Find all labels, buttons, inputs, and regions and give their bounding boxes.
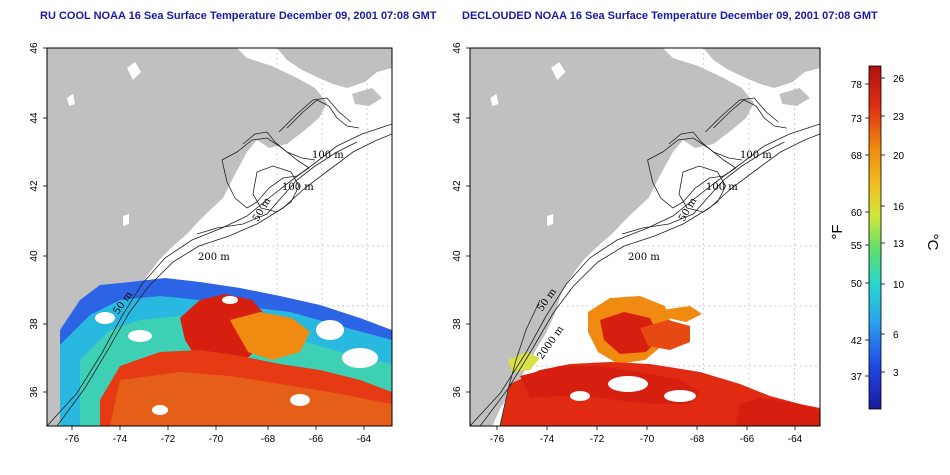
y-tick-label: 44	[452, 112, 463, 124]
fahrenheit-tick-label: 37	[851, 372, 863, 383]
y-tick-label: 38	[29, 318, 40, 330]
x-tick-label: -74	[540, 434, 555, 445]
y-tick-label: 42	[452, 180, 463, 192]
celsius-unit-label: °C	[924, 234, 941, 251]
x-tick-label: -74	[113, 434, 128, 445]
y-tick-label: 42	[29, 180, 40, 192]
x-tick-label: -76	[65, 434, 80, 445]
celsius-tick-label: 6	[893, 330, 899, 341]
fahrenheit-tick-label: 78	[851, 80, 863, 91]
celsius-tick-label: 16	[893, 202, 905, 213]
x-tick-label: -72	[161, 434, 176, 445]
right-axes: -76 -74 -72 -70 -68 -66 -64 46 44 42 40 38 36	[452, 42, 803, 445]
celsius-tick-label: 23	[893, 112, 905, 123]
x-tick-label: -70	[209, 434, 224, 445]
left-map-panel: 100 m 100 m 50 m 200 m 50 m	[46, 47, 393, 427]
x-tick-label: -70	[640, 434, 655, 445]
y-tick-label: 40	[452, 250, 463, 262]
fahrenheit-tick-label: 50	[851, 279, 863, 290]
fahrenheit-tick-label: 68	[851, 151, 863, 162]
y-tick-label: 36	[452, 386, 463, 398]
x-tick-label: -64	[788, 434, 803, 445]
fahrenheit-tick-label: 42	[851, 336, 863, 347]
contour-label: 100 m	[282, 182, 314, 193]
celsius-tick-label: 10	[893, 280, 905, 291]
y-tick-label: 38	[452, 318, 463, 330]
x-tick-label: -66	[309, 434, 324, 445]
contour-label: 200 m	[198, 252, 230, 263]
x-tick-label: -68	[261, 434, 276, 445]
fahrenheit-tick-label: 60	[851, 208, 863, 219]
left-axes: -76 -74 -72 -70 -68 -66 -64 46 44 42 40 38 36	[29, 42, 372, 445]
contour-label: 100 m	[740, 150, 772, 161]
y-tick-label: 46	[452, 42, 463, 54]
y-tick-label: 44	[29, 112, 40, 124]
fahrenheit-tick-label: 73	[851, 114, 863, 125]
y-tick-label: 36	[29, 386, 40, 398]
celsius-tick-label: 13	[893, 239, 905, 250]
sst-left-warm-region	[100, 294, 392, 426]
colorbar: 78 73 68 60 55 50 42 37 26 23 20 16 13 10 6 3 °F °C	[829, 65, 941, 410]
panel-right-title: DECLOUDED NOAA 16 Sea Surface Temperatur…	[462, 10, 878, 22]
x-tick-label: -72	[590, 434, 605, 445]
right-map-panel: 100 m 100 m 50 m 200 m 50 m 2000 m	[469, 47, 821, 427]
celsius-tick-label: 26	[893, 74, 905, 85]
cloud-gaps-left	[95, 296, 378, 415]
cloud-gaps-right	[570, 376, 696, 402]
contour-label: 200 m	[628, 252, 660, 263]
panel-left-title: RU COOL NOAA 16 Sea Surface Temperature …	[40, 10, 437, 22]
x-tick-label: -64	[357, 434, 372, 445]
y-tick-label: 46	[29, 42, 40, 54]
contour-label: 100 m	[312, 150, 344, 161]
celsius-tick-label: 3	[893, 368, 899, 379]
fahrenheit-unit-label: °F	[829, 224, 846, 239]
x-tick-label: -66	[740, 434, 755, 445]
y-tick-label: 40	[29, 250, 40, 262]
celsius-tick-label: 20	[893, 151, 905, 162]
fahrenheit-tick-label: 55	[851, 241, 863, 252]
contour-label: 100 m	[706, 182, 738, 193]
x-tick-label: -76	[490, 434, 505, 445]
x-tick-label: -68	[690, 434, 705, 445]
